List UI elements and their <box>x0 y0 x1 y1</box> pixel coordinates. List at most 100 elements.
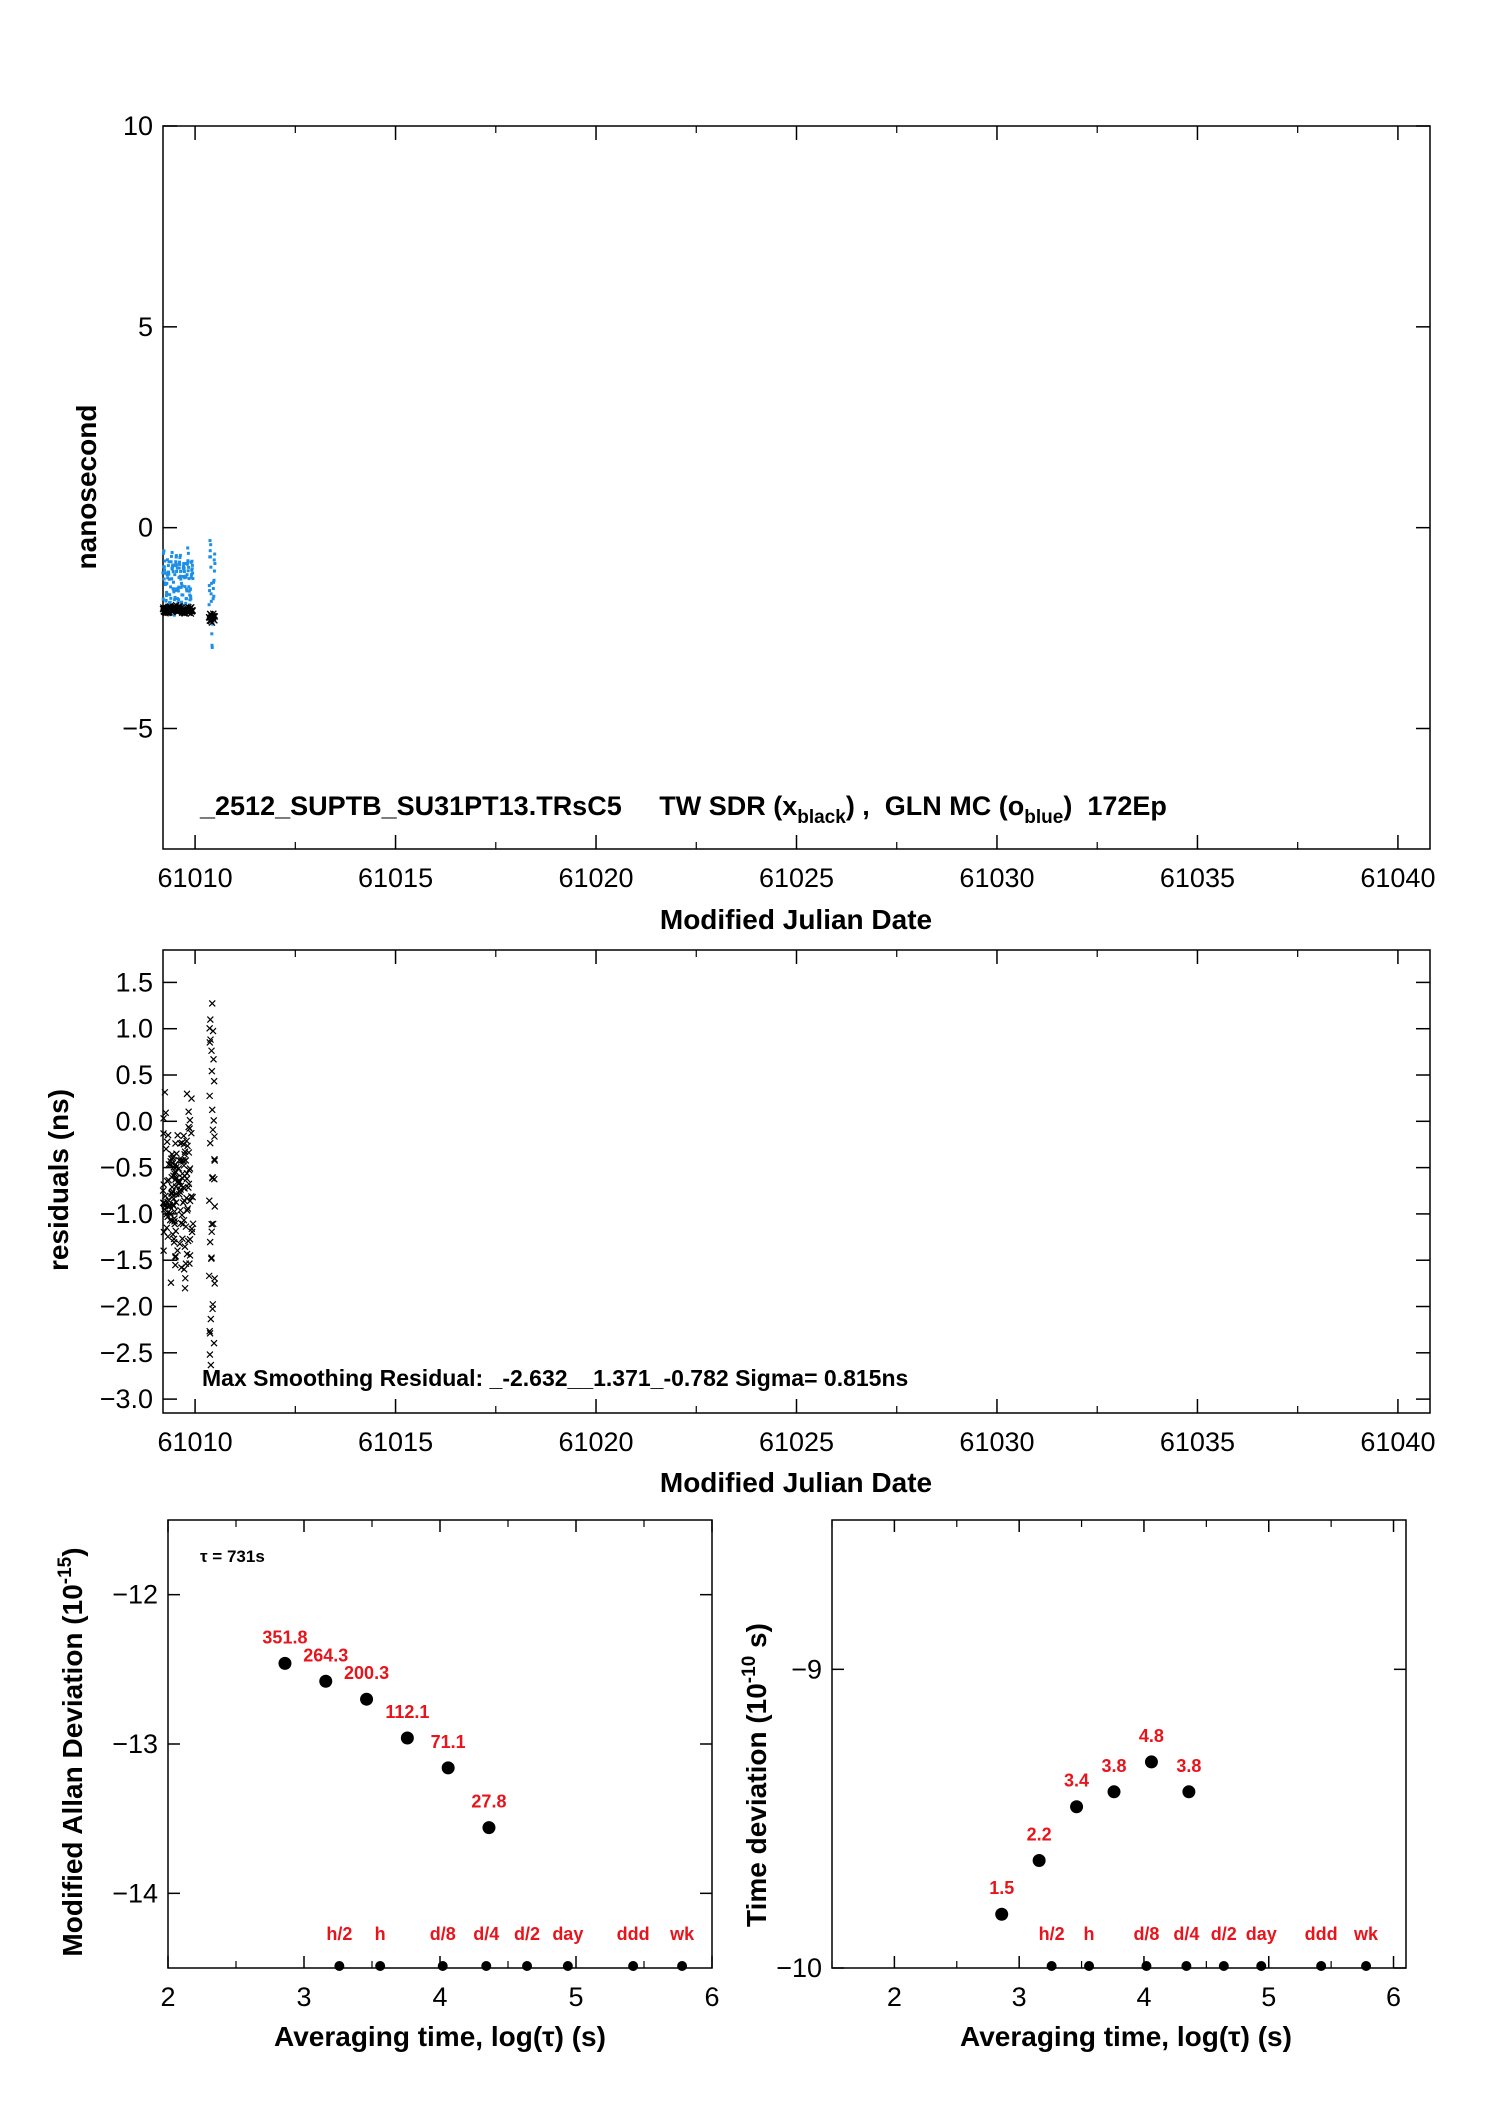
plot-annotation: _2512_SUPTB_SU31PT13.TRsC5 TW SDR (xblac… <box>199 791 1167 828</box>
deviation-point <box>360 1692 374 1706</box>
residual-point <box>170 1163 178 1171</box>
blue-point <box>182 566 186 570</box>
residual-point <box>181 1274 189 1282</box>
blue-point <box>171 563 175 567</box>
residual-point <box>186 1165 194 1172</box>
interval-label: d/8 <box>1133 1924 1159 1944</box>
y-tick-label: −0.5 <box>100 1153 153 1183</box>
blue-point <box>209 565 213 569</box>
x-tick-label: 61020 <box>558 1427 633 1457</box>
blue-point <box>163 559 167 563</box>
residual-point <box>165 1160 173 1168</box>
residual-point <box>186 1197 194 1205</box>
residual-point <box>164 1131 172 1139</box>
blue-point <box>173 588 177 592</box>
residual-point <box>170 1202 178 1210</box>
blue-point <box>167 577 171 581</box>
residual-point <box>206 1329 214 1337</box>
blue-point <box>208 549 212 553</box>
blue-point <box>211 597 215 601</box>
interval-marker <box>1181 1961 1192 1971</box>
residual-point <box>186 1252 194 1259</box>
residual-point <box>176 1140 184 1147</box>
residual-point <box>180 1157 187 1165</box>
residual-point <box>208 1067 216 1075</box>
x-tick-label: 6 <box>1386 1982 1401 2012</box>
residual-point <box>206 1024 214 1032</box>
interval-marker <box>522 1961 533 1971</box>
residual-point <box>208 1047 215 1055</box>
blue-point <box>181 564 185 568</box>
interval-label: day <box>1246 1924 1277 1944</box>
deviation-value-label: 3.8 <box>1176 1756 1201 1776</box>
y-axis-label: Time deviation (10-10 s) <box>739 1623 772 1927</box>
blue-point <box>190 559 194 563</box>
residual-point <box>171 1220 179 1228</box>
blue-point <box>184 601 188 605</box>
residual-point <box>186 1116 194 1124</box>
residual-point <box>184 1237 192 1245</box>
blue-point <box>170 551 174 555</box>
blue-point <box>177 598 181 602</box>
residual-point <box>188 1095 195 1102</box>
x-tick-label: 4 <box>432 1982 447 2012</box>
blue-point <box>183 562 187 566</box>
blue-point <box>161 571 165 575</box>
residual-point <box>206 1327 214 1335</box>
y-tick-label: 10 <box>123 111 153 141</box>
blue-point <box>209 543 213 547</box>
residual-point <box>164 1233 172 1241</box>
blue-point <box>162 577 166 581</box>
y-axis-label: residuals (ns) <box>43 1089 74 1271</box>
data-points <box>159 999 219 1369</box>
blue-point <box>189 575 193 579</box>
residual-point <box>209 1220 217 1228</box>
blue-point <box>185 589 189 593</box>
residual-point <box>176 1178 184 1186</box>
residual-point <box>205 1272 213 1280</box>
blue-point <box>212 558 216 562</box>
interval-label: h/2 <box>1039 1924 1065 1944</box>
residual-point <box>171 1253 179 1261</box>
blue-point <box>210 581 214 585</box>
blue-point <box>173 573 177 577</box>
blue-point <box>179 585 183 589</box>
blue-point <box>186 551 190 555</box>
residual-point <box>171 1217 178 1225</box>
blue-point <box>187 565 191 569</box>
deviation-point <box>319 1674 333 1688</box>
blue-point <box>169 585 173 589</box>
residual-point <box>160 1130 167 1137</box>
x-tick-label: 61035 <box>1160 863 1235 893</box>
x-tick-label: 61035 <box>1160 1427 1235 1457</box>
residual-point <box>185 1123 193 1131</box>
y-axis-label: nanosecond <box>71 405 102 570</box>
blue-point <box>183 585 187 589</box>
interval-marker <box>1316 1961 1327 1971</box>
interval-marker <box>1361 1961 1372 1971</box>
residual-point <box>207 1315 215 1323</box>
residual-point <box>166 1209 174 1217</box>
residual-point <box>172 1163 180 1171</box>
deviation-value-label: 200.3 <box>344 1663 389 1683</box>
residual-point <box>187 1129 195 1137</box>
residual-point <box>176 1188 184 1196</box>
residual-point <box>211 1280 219 1287</box>
blue-point <box>179 569 183 573</box>
residual-point <box>185 1108 193 1116</box>
residual-point <box>172 1198 180 1206</box>
interval-marker <box>375 1961 386 1971</box>
residual-point <box>189 1220 197 1228</box>
blue-point <box>176 589 180 593</box>
black-point <box>189 607 197 615</box>
y-tick-label: −2.5 <box>100 1338 153 1368</box>
residual-point <box>210 1055 217 1063</box>
residual-point <box>160 1247 168 1255</box>
x-tick-label: 61010 <box>158 1427 233 1457</box>
x-tick-label: 3 <box>296 1982 311 2012</box>
blue-point <box>180 600 184 604</box>
residual-point <box>161 1088 169 1096</box>
interval-label: day <box>552 1924 583 1944</box>
interval-label: h <box>1084 1924 1095 1944</box>
x-tick-label: 5 <box>1261 1982 1276 2012</box>
